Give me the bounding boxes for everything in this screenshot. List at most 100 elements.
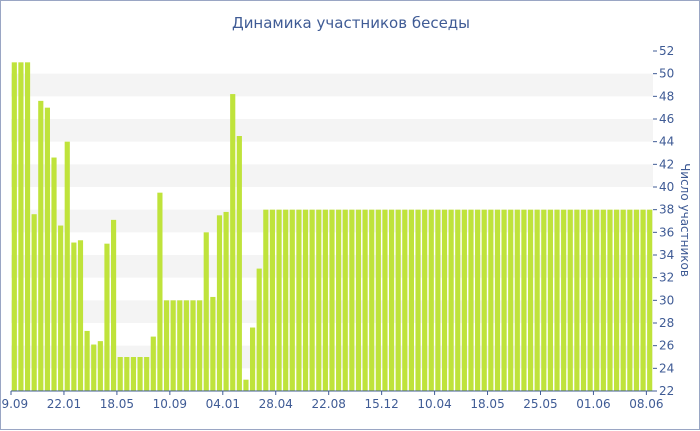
- bar: [58, 225, 64, 391]
- y-tick-label: 36: [659, 225, 674, 239]
- bar: [541, 209, 547, 391]
- bar: [402, 209, 408, 391]
- bar: [117, 357, 123, 391]
- bar: [104, 243, 110, 391]
- bar: [587, 209, 593, 391]
- bar: [322, 209, 328, 391]
- bar: [71, 242, 77, 391]
- bar: [84, 330, 90, 391]
- y-tick-label: 26: [659, 339, 674, 353]
- bar: [580, 209, 587, 391]
- y-tick-label: 28: [659, 316, 674, 330]
- grid-band: [11, 119, 653, 142]
- bar: [283, 209, 289, 391]
- bar: [395, 209, 401, 391]
- y-tick-label: 34: [659, 248, 674, 262]
- bar: [435, 209, 441, 391]
- y-tick-label: 42: [659, 157, 674, 171]
- bar: [183, 300, 189, 391]
- bar: [614, 209, 620, 391]
- bar: [31, 214, 37, 391]
- bar: [269, 209, 276, 391]
- x-tick-label: 25.05: [523, 397, 557, 411]
- x-tick-label: 18.05: [100, 397, 134, 411]
- bar: [197, 300, 203, 391]
- bar: [567, 209, 573, 391]
- bar: [256, 268, 262, 391]
- y-tick-label: 46: [659, 112, 674, 126]
- bar: [388, 209, 395, 391]
- bar: [369, 209, 375, 391]
- bar: [111, 219, 117, 391]
- bar: [633, 209, 640, 391]
- bar: [362, 209, 368, 391]
- bar: [170, 300, 176, 391]
- bars: [11, 62, 653, 392]
- bar: [130, 357, 137, 391]
- bar: [547, 209, 553, 391]
- bar: [163, 300, 170, 391]
- bar: [97, 341, 103, 391]
- bar: [441, 209, 448, 391]
- bar: [647, 209, 653, 391]
- y-axis-title: Число участников: [678, 163, 692, 277]
- bar: [640, 209, 646, 391]
- bar: [375, 209, 381, 391]
- x-tick-label: 29.09: [1, 397, 28, 411]
- bar: [574, 209, 580, 391]
- x-tick-label: 15.12: [364, 397, 398, 411]
- bar: [223, 211, 229, 391]
- bar: [91, 344, 97, 391]
- bar: [216, 215, 223, 391]
- y-tick-label: 24: [659, 361, 674, 375]
- bar: [64, 141, 70, 391]
- bar: [494, 209, 501, 391]
- bar: [210, 296, 216, 391]
- x-tick-label: 18.05: [470, 397, 504, 411]
- bar: [607, 209, 613, 391]
- bar: [329, 209, 335, 391]
- x-tick-label: 08.06: [629, 397, 663, 411]
- y-tick-label: 44: [659, 135, 674, 149]
- x-axis-ticks: 29.09 22.01 18.05 10.09 04.01 28.04 22.08 15.12…: [1, 391, 664, 411]
- y-tick-label: 30: [659, 293, 674, 307]
- x-tick-label: 22.08: [312, 397, 346, 411]
- bar: [554, 209, 560, 391]
- bar: [289, 209, 295, 391]
- bar: [316, 209, 322, 391]
- bar: [561, 209, 567, 391]
- bar: [514, 209, 520, 391]
- x-tick-label: 22.01: [47, 397, 81, 411]
- bar: [177, 300, 183, 391]
- bar: [144, 357, 150, 391]
- bar: [44, 107, 50, 392]
- bar: [349, 209, 355, 391]
- bar: [620, 209, 626, 391]
- bar: [51, 157, 57, 391]
- bar: [408, 209, 415, 391]
- bar: [11, 62, 17, 391]
- bar: [24, 62, 31, 391]
- grid-band: [11, 164, 653, 187]
- x-tick-label: 01.06: [576, 397, 610, 411]
- bar: [355, 209, 362, 391]
- bar: [249, 327, 256, 391]
- bar: [157, 192, 163, 391]
- bar: [230, 94, 236, 392]
- bar: [38, 100, 44, 391]
- y-tick-label: 50: [659, 67, 674, 81]
- bar: [501, 209, 507, 391]
- bar: [594, 209, 600, 391]
- bar: [336, 209, 342, 391]
- grid-band: [11, 73, 653, 97]
- bar: [534, 209, 540, 391]
- x-tick-label: 28.04: [259, 397, 293, 411]
- bar: [481, 209, 487, 391]
- bar: [263, 209, 269, 391]
- bar: [124, 357, 130, 391]
- bar: [203, 232, 209, 391]
- bar: [475, 209, 481, 391]
- bar: [190, 300, 196, 391]
- bar: [428, 209, 434, 391]
